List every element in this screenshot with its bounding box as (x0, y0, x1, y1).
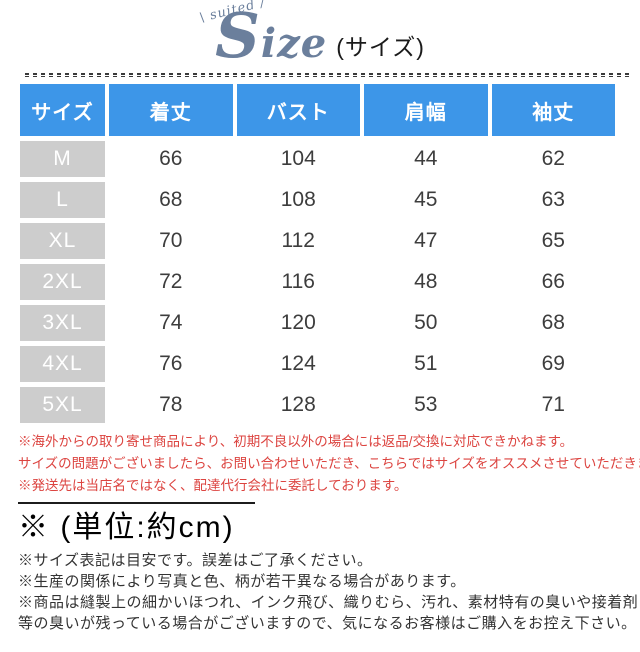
page-subtitle: (サイズ) (336, 34, 425, 60)
size-label-cell: XL (20, 223, 105, 259)
red-note-line: ※発送先は当店名ではなく、配達代行会社に委託しております。 (18, 478, 408, 493)
column-header-length: 着丈 (109, 84, 233, 136)
size-label-cell: 5XL (20, 387, 105, 423)
value-cell: 74 (159, 311, 183, 334)
dashed-divider (25, 73, 630, 77)
value-cell: 48 (414, 270, 438, 293)
size-label-cell: L (20, 182, 105, 218)
product-notes: ※サイズ表記は目安です。誤差はご了承ください。 ※生産の関係により写真と色、柄が… (18, 550, 640, 634)
column-header-sleeve: 袖丈 (491, 84, 615, 136)
section-divider (18, 502, 255, 504)
red-note-line: ※海外からの取り寄せ商品により、初期不良以外の場合には返品/交換に対応できかねま… (18, 434, 574, 449)
column-header-size: サイズ (20, 84, 105, 136)
value-cell: 120 (280, 311, 316, 334)
value-cell: 78 (159, 393, 183, 416)
value-cell: 124 (280, 352, 316, 375)
size-label-cell: 4XL (20, 346, 105, 382)
value-cell: 72 (159, 270, 183, 293)
column-header-shoulder: 肩幅 (364, 84, 488, 136)
value-cell: 68 (541, 311, 565, 334)
value-cell: 128 (280, 393, 316, 416)
note-line: 等の臭いが残っている場合がございますので、気になるお客様はご購入をお控え下さい。 (18, 615, 637, 632)
size-label-cell: M (20, 141, 105, 177)
value-cell: 51 (414, 352, 438, 375)
value-cell: 76 (159, 352, 183, 375)
size-label-cell: 3XL (20, 305, 105, 341)
page-title: Size (215, 0, 328, 73)
value-cell: 70 (159, 229, 183, 252)
red-note-line: サイズの問題がございましたら、お問い合わせいただき、こちらではサイズをオススメさ… (18, 456, 640, 471)
value-cell: 65 (541, 229, 565, 252)
value-cell: 66 (159, 147, 183, 170)
value-cell: 47 (414, 229, 438, 252)
unit-heading: ※ (単位:約cm) (18, 511, 235, 544)
page-header: \ suited / Size (サイズ) (198, 0, 425, 72)
note-line: ※生産の関係により写真と色、柄が若干異なる場合があります。 (18, 573, 466, 590)
value-cell: 66 (541, 270, 565, 293)
value-cell: 116 (281, 270, 315, 293)
value-cell: 45 (414, 188, 438, 211)
column-header-bust: バスト (236, 84, 360, 136)
value-cell: 50 (414, 311, 438, 334)
size-label-cell: 2XL (20, 264, 105, 300)
value-cell: 63 (541, 188, 565, 211)
value-cell: 112 (281, 229, 315, 252)
value-cell: 53 (414, 393, 438, 416)
shipping-disclaimer: ※海外からの取り寄せ商品により、初期不良以外の場合には返品/交換に対応できかねま… (18, 431, 640, 497)
note-line: ※サイズ表記は目安です。誤差はご了承ください。 (18, 552, 373, 569)
note-line: ※商品は縫製上の細かいほつれ、インク飛び、織りむら、汚れ、素材特有の臭いや接着剤 (18, 594, 639, 611)
value-cell: 69 (541, 352, 565, 375)
value-cell: 108 (280, 188, 316, 211)
value-cell: 62 (541, 147, 565, 170)
value-cell: 104 (280, 147, 316, 170)
value-cell: 68 (159, 188, 183, 211)
value-cell: 71 (541, 393, 565, 416)
size-chart-table: サイズ 着丈 バスト 肩幅 袖丈 M 66 104 44 62 L 68 108… (20, 84, 615, 423)
value-cell: 44 (414, 147, 438, 170)
